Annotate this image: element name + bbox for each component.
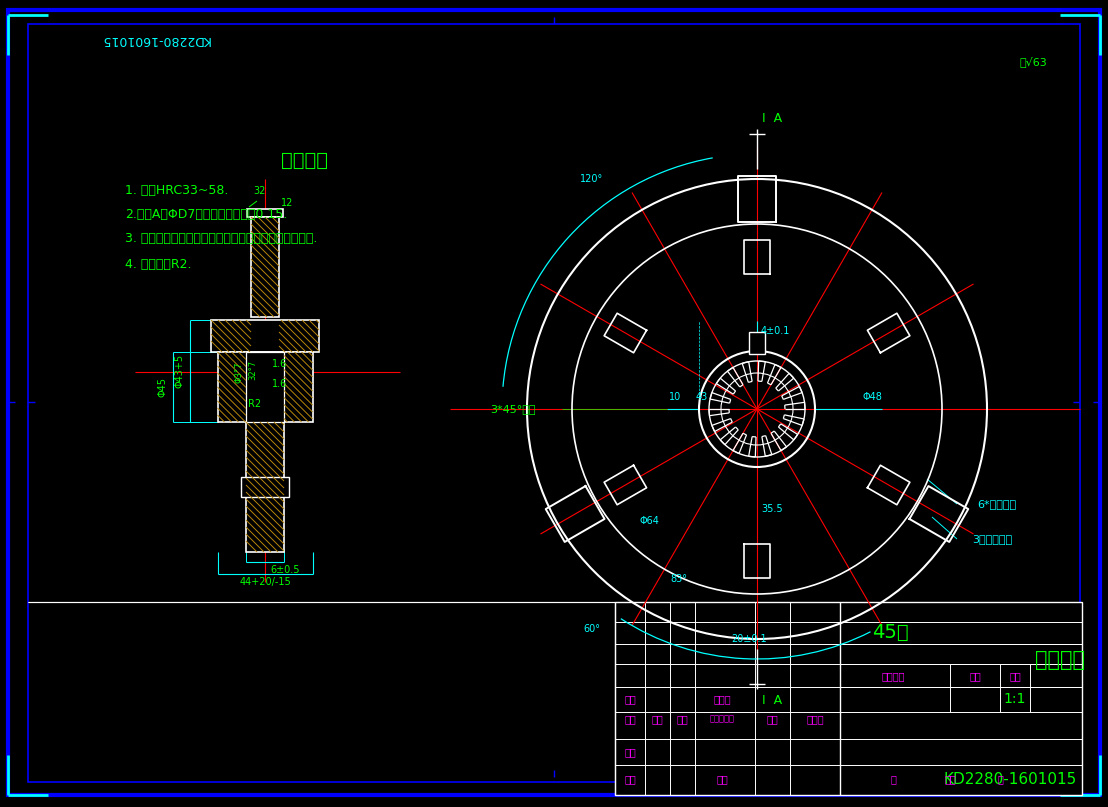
- Text: Φ45: Φ45: [157, 377, 167, 397]
- Text: I  A: I A: [762, 112, 782, 126]
- Text: 从动盘毂: 从动盘毂: [1035, 650, 1085, 670]
- Text: 6±0.5: 6±0.5: [270, 565, 300, 575]
- Text: R2: R2: [248, 399, 261, 409]
- Text: 张: 张: [997, 774, 1003, 784]
- Text: 签名: 签名: [766, 714, 778, 724]
- Text: 4±0.1: 4±0.1: [760, 326, 790, 336]
- Text: 比例: 比例: [1009, 671, 1020, 681]
- Text: KD2280-1601015: KD2280-1601015: [943, 771, 1077, 787]
- Text: 45钢: 45钢: [872, 622, 909, 642]
- Bar: [217, 352, 312, 422]
- Text: 1. 硬度HRC33~58.: 1. 硬度HRC33~58.: [125, 183, 228, 196]
- Bar: [246, 352, 284, 422]
- Bar: [252, 217, 279, 317]
- Text: 标准化: 标准化: [714, 694, 731, 704]
- Bar: [242, 477, 289, 497]
- Text: 重量: 重量: [970, 671, 981, 681]
- Text: KD2280-1601015: KD2280-1601015: [100, 32, 209, 45]
- Text: 6*方孔均布: 6*方孔均布: [977, 499, 1016, 509]
- Text: 分区: 分区: [676, 714, 688, 724]
- Text: 20±0.1: 20±0.1: [731, 634, 767, 644]
- Bar: [615, 602, 1083, 795]
- Text: Φ64: Φ64: [639, 516, 659, 526]
- Text: 张第: 张第: [944, 774, 956, 784]
- Text: I  A: I A: [762, 695, 782, 708]
- Text: 12: 12: [280, 198, 294, 208]
- Text: 3*45°倒角: 3*45°倒角: [490, 404, 535, 414]
- Text: 处数: 处数: [652, 714, 663, 724]
- Text: 1.6: 1.6: [273, 359, 288, 369]
- Text: 批准: 批准: [716, 774, 728, 784]
- Text: 工艺: 工艺: [624, 774, 636, 784]
- Text: 4. 未注圆角R2.: 4. 未注圆角R2.: [125, 257, 192, 270]
- Text: 32: 32: [254, 186, 266, 196]
- Bar: [247, 209, 283, 217]
- Text: 更改文件号: 更改文件号: [709, 714, 735, 724]
- Text: 1.6: 1.6: [273, 379, 288, 389]
- Text: 35.5: 35.5: [761, 504, 783, 514]
- Text: 32°7: 32°7: [248, 360, 257, 380]
- Text: 60°: 60°: [584, 624, 601, 634]
- Text: 年月日: 年月日: [807, 714, 824, 724]
- Text: 3个方槽均布: 3个方槽均布: [972, 534, 1012, 544]
- Text: 审核: 审核: [624, 747, 636, 757]
- Bar: [211, 320, 319, 352]
- Text: 120°: 120°: [581, 174, 604, 184]
- Text: 设计: 设计: [624, 694, 636, 704]
- Text: 43: 43: [696, 392, 708, 402]
- Text: 共: 共: [890, 774, 896, 784]
- Text: 83°: 83°: [670, 574, 687, 584]
- Text: 技术要求: 技术要求: [281, 150, 328, 169]
- Text: 2.表面A对ΦD7表面的跳动不大于0.15.: 2.表面A对ΦD7表面的跳动不大于0.15.: [125, 207, 287, 220]
- Text: 10: 10: [669, 392, 681, 402]
- Text: Φ3°7: Φ3°7: [235, 362, 244, 383]
- Text: 前段标记: 前段标记: [881, 671, 905, 681]
- Bar: [246, 422, 284, 552]
- Text: 标记: 标记: [624, 714, 636, 724]
- Text: Φ48: Φ48: [862, 392, 882, 402]
- Text: 其√63: 其√63: [1020, 56, 1048, 68]
- Text: Φ43+5: Φ43+5: [174, 354, 185, 388]
- Bar: [749, 332, 765, 354]
- Text: 1:1: 1:1: [1004, 692, 1026, 706]
- Text: 44+20/-15: 44+20/-15: [239, 577, 291, 587]
- Text: 3. 花键槽位置用保证配合件互换性和滑动性的量规检验.: 3. 花键槽位置用保证配合件互换性和滑动性的量规检验.: [125, 232, 317, 245]
